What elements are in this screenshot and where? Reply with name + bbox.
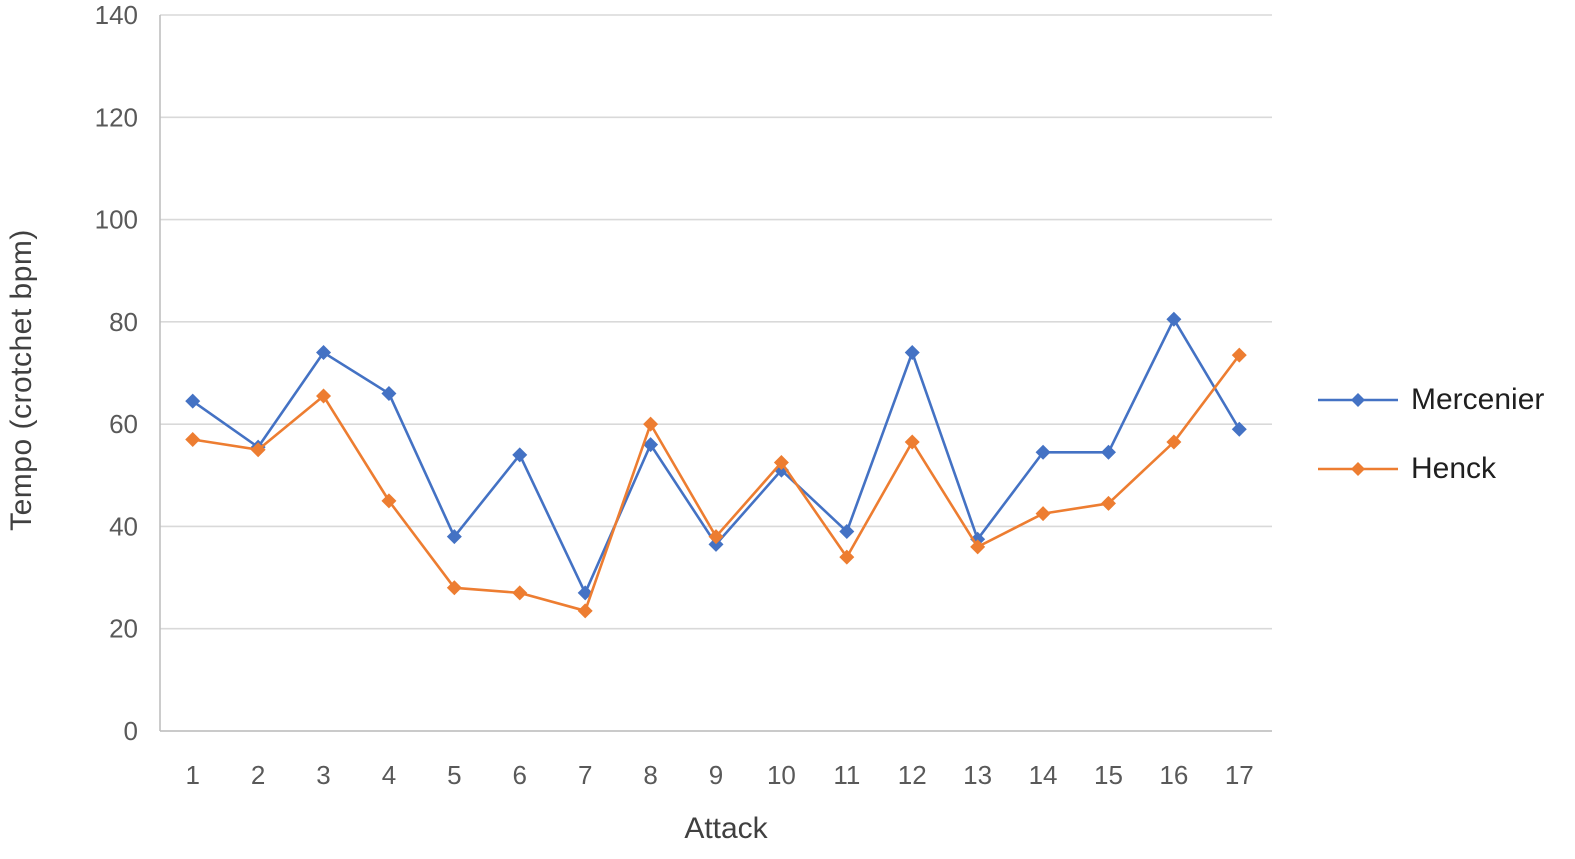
data-point-marker-mercenier: [316, 345, 332, 361]
data-point-marker-mercenier: [1231, 421, 1247, 437]
data-point-marker-mercenier: [643, 437, 659, 453]
data-point-marker-mercenier: [904, 345, 920, 361]
data-point-marker-henck: [904, 434, 920, 450]
data-point-marker-henck: [1166, 434, 1182, 450]
series-line-mercenier: [191, 317, 1241, 595]
x-tick-label: 6: [513, 760, 527, 790]
data-point-marker-henck: [1100, 495, 1116, 511]
data-point-marker-mercenier: [1035, 444, 1051, 460]
data-point-marker-henck: [970, 539, 986, 555]
data-point-marker-henck: [250, 442, 266, 458]
data-point-marker-henck: [839, 549, 855, 565]
legend-marker-icon: [1318, 462, 1398, 476]
data-point-marker-mercenier: [381, 385, 397, 401]
data-point-marker-mercenier: [185, 393, 201, 409]
data-point-marker-mercenier: [1100, 444, 1116, 460]
data-point-marker-henck: [577, 603, 593, 619]
x-tick-label: 1: [185, 760, 199, 790]
x-tick-label: 5: [447, 760, 461, 790]
data-point-marker-henck: [316, 388, 332, 404]
data-point-marker-henck: [512, 585, 528, 601]
y-tick-label: 40: [109, 511, 138, 541]
x-tick-label: 7: [578, 760, 592, 790]
data-point-marker-henck: [1035, 506, 1051, 522]
legend: Mercenier Henck: [1316, 380, 1575, 518]
data-point-marker-henck: [643, 416, 659, 432]
x-tick-label: 11: [833, 760, 860, 790]
data-point-marker-henck: [185, 431, 201, 447]
legend-item-mercenier: Mercenier: [1316, 380, 1575, 420]
data-point-marker-henck: [773, 455, 789, 470]
x-tick-label: 17: [1225, 760, 1254, 790]
y-tick-label: 80: [109, 307, 138, 337]
x-tick-label: 16: [1159, 760, 1188, 790]
y-tick-label: 20: [109, 614, 138, 644]
data-point-marker-mercenier: [839, 524, 855, 540]
legend-label: Mercenier: [1411, 383, 1545, 416]
x-tick-label: 3: [316, 760, 330, 790]
y-tick-label: 120: [95, 102, 138, 132]
x-tick-label: 13: [963, 760, 992, 790]
data-point-marker-henck: [708, 529, 724, 545]
series-line-henck: [192, 354, 1241, 613]
y-tick-label: 140: [95, 0, 138, 30]
x-axis-title: Attack: [684, 812, 768, 845]
x-tick-label: 14: [1029, 760, 1058, 790]
data-point-marker-mercenier: [446, 529, 462, 545]
x-tick-label: 10: [767, 760, 796, 790]
y-tick-label: 60: [109, 409, 138, 439]
legend-marker-icon: [1318, 393, 1398, 407]
x-tick-label: 2: [251, 760, 265, 790]
x-tick-label: 15: [1094, 760, 1123, 790]
data-point-marker-mercenier: [1166, 311, 1182, 327]
x-tick-label: 12: [898, 760, 927, 790]
data-point-marker-henck: [1231, 347, 1247, 363]
data-point-marker-mercenier: [512, 447, 528, 463]
y-tick-label: 100: [95, 205, 138, 235]
x-tick-label: 4: [382, 760, 396, 790]
y-axis-title: Tempo (crotchet bpm): [5, 229, 38, 531]
legend-label: Henck: [1411, 452, 1497, 485]
legend-item-henck: Henck: [1316, 449, 1575, 489]
x-tick-label: 8: [643, 760, 657, 790]
data-point-marker-henck: [381, 493, 397, 509]
data-point-marker-henck: [446, 580, 462, 596]
x-tick-label: 9: [709, 760, 723, 790]
data-point-marker-mercenier: [708, 536, 724, 552]
y-tick-label: 0: [124, 716, 138, 746]
